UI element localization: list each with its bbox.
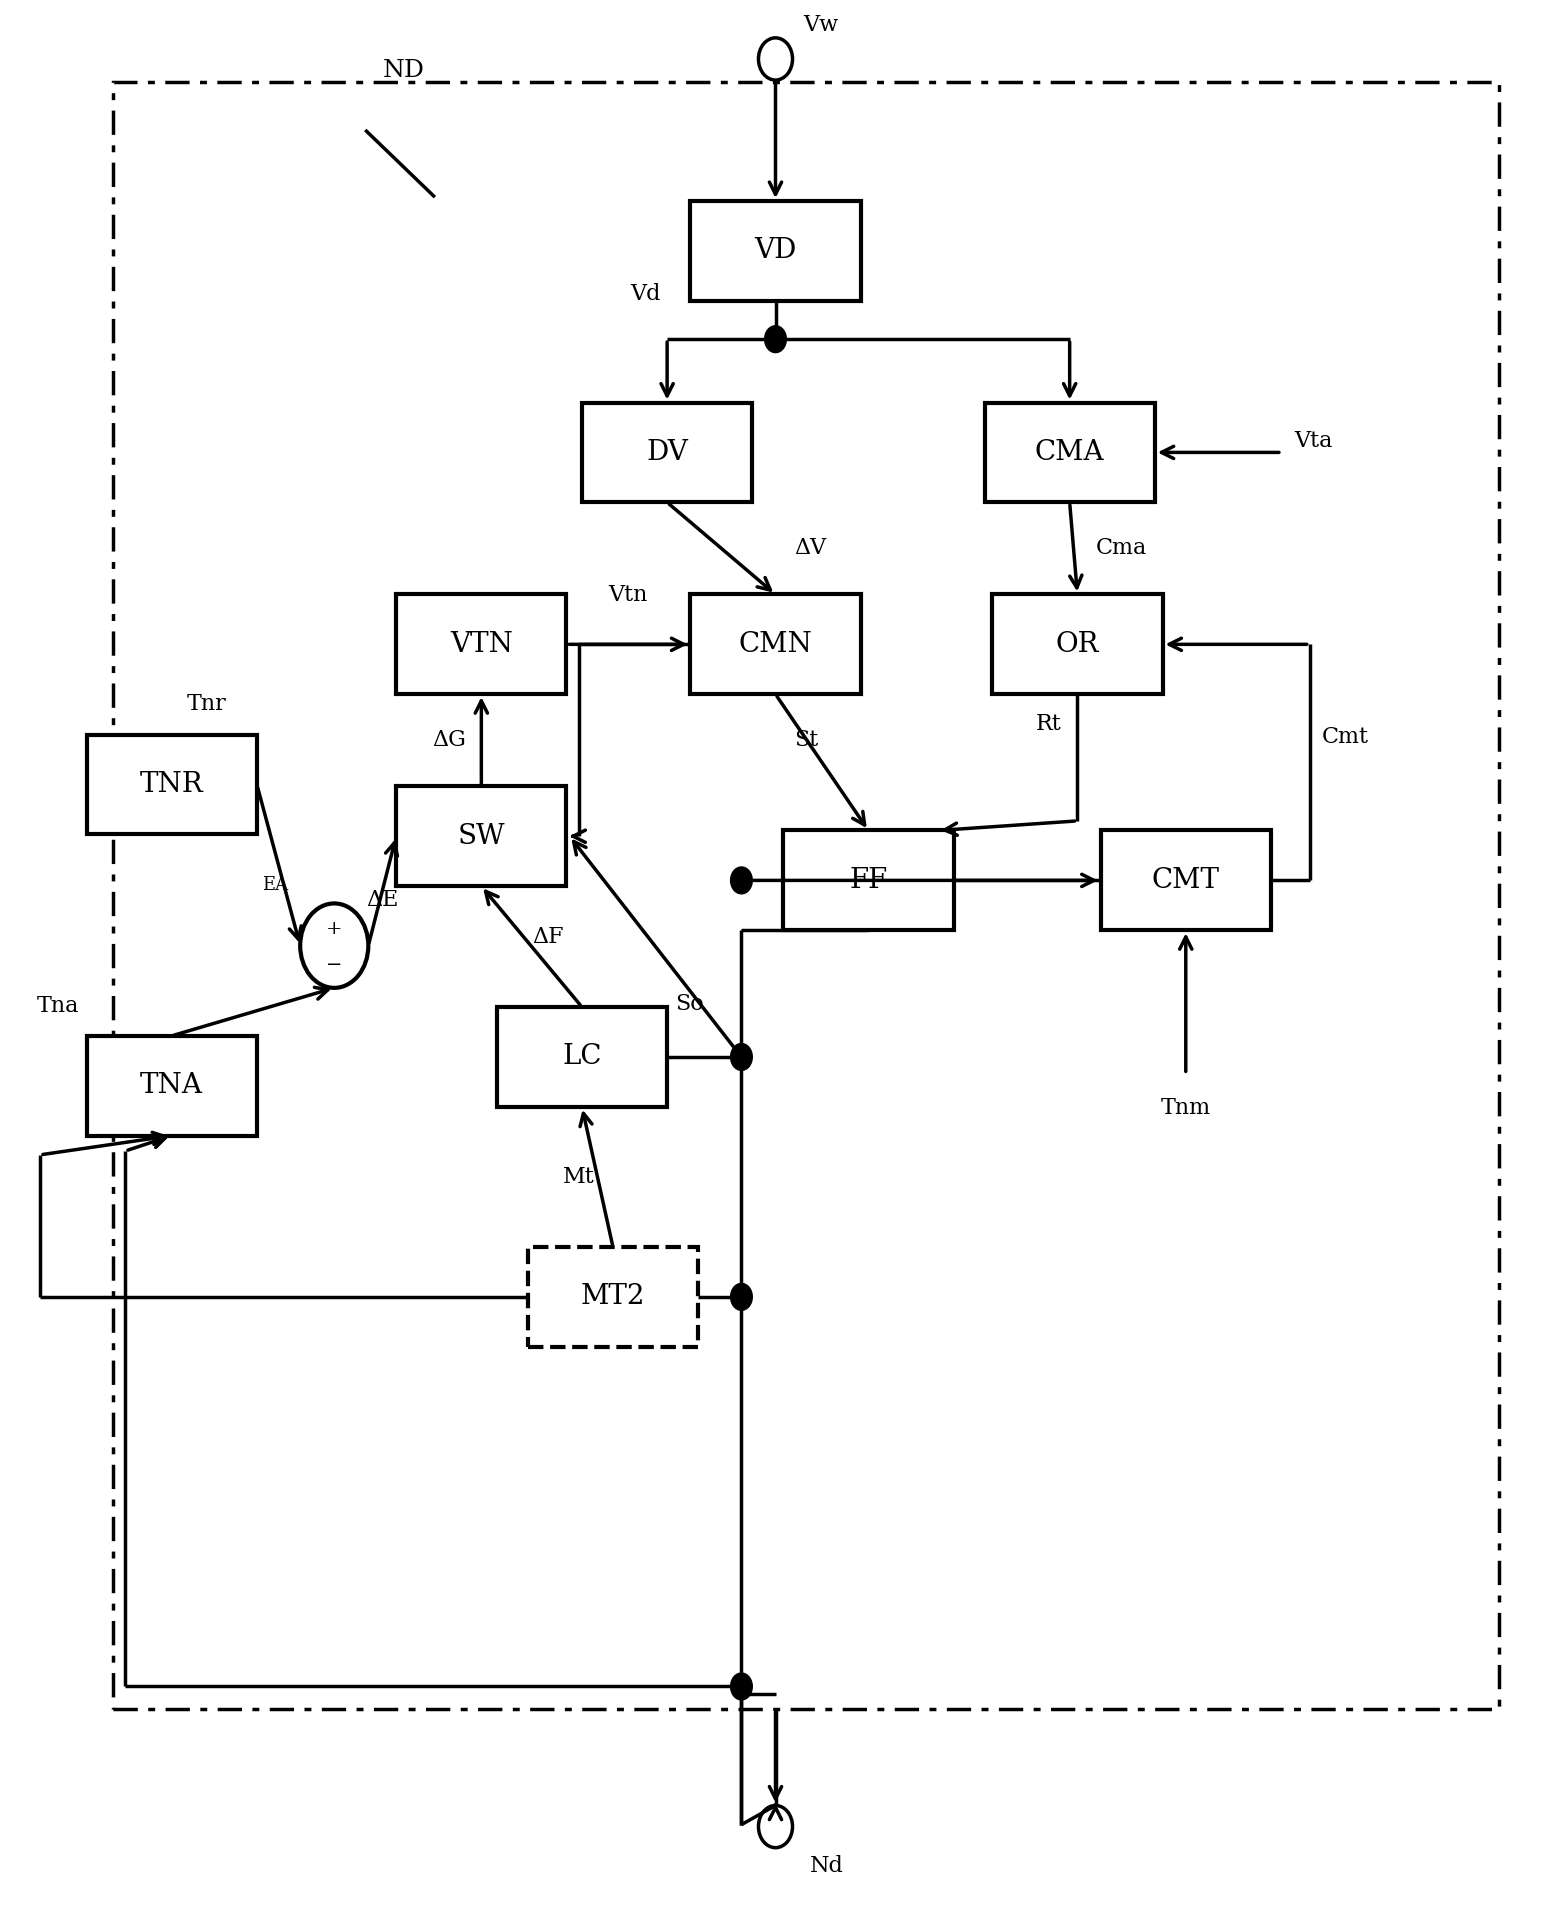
Text: DV: DV xyxy=(647,438,689,465)
Text: VD: VD xyxy=(754,238,797,265)
Text: Vtn: Vtn xyxy=(608,584,648,605)
Bar xyxy=(690,202,861,300)
Text: CMT: CMT xyxy=(1152,867,1219,894)
Text: TNR: TNR xyxy=(140,771,203,798)
Bar xyxy=(993,594,1163,694)
Text: ΔE: ΔE xyxy=(366,890,399,911)
Text: +: + xyxy=(326,921,343,938)
Text: Rt: Rt xyxy=(1036,713,1062,736)
Bar xyxy=(985,402,1155,502)
Text: Mt: Mt xyxy=(563,1167,594,1188)
Circle shape xyxy=(731,1672,752,1699)
Text: Tnr: Tnr xyxy=(188,694,226,715)
Text: MT2: MT2 xyxy=(580,1284,645,1311)
Text: EA: EA xyxy=(262,876,288,894)
Text: Vd: Vd xyxy=(630,283,661,304)
Bar xyxy=(582,402,752,502)
Text: SW: SW xyxy=(458,823,506,850)
Text: Cma: Cma xyxy=(1097,538,1148,559)
Text: Cmt: Cmt xyxy=(1321,727,1370,748)
Bar xyxy=(113,83,1498,1709)
Text: ΔV: ΔV xyxy=(794,538,827,559)
Text: Tna: Tna xyxy=(36,996,79,1017)
Bar xyxy=(87,1036,257,1136)
Text: CMA: CMA xyxy=(1035,438,1104,465)
Text: OR: OR xyxy=(1056,630,1100,657)
Text: St: St xyxy=(794,728,819,752)
Text: −: − xyxy=(326,955,343,974)
Text: So: So xyxy=(675,994,704,1015)
Text: Vw: Vw xyxy=(803,13,839,37)
Text: VTN: VTN xyxy=(450,630,513,657)
Circle shape xyxy=(765,325,786,352)
Text: LC: LC xyxy=(561,1044,602,1071)
Bar xyxy=(87,734,257,834)
Text: ΔF: ΔF xyxy=(532,926,563,948)
Bar xyxy=(496,1007,667,1107)
Circle shape xyxy=(731,1044,752,1071)
Circle shape xyxy=(731,867,752,894)
Text: Vta: Vta xyxy=(1294,431,1332,452)
Text: FF: FF xyxy=(850,867,887,894)
Text: CMN: CMN xyxy=(738,630,813,657)
Bar xyxy=(1101,830,1270,930)
Bar xyxy=(690,594,861,694)
Text: Nd: Nd xyxy=(810,1855,844,1878)
Bar xyxy=(396,786,566,886)
Text: ND: ND xyxy=(383,60,425,83)
Bar xyxy=(527,1247,698,1347)
Text: TNA: TNA xyxy=(140,1072,203,1099)
Text: Tnm: Tnm xyxy=(1160,1097,1211,1119)
Circle shape xyxy=(731,1284,752,1311)
Bar xyxy=(783,830,954,930)
Text: ΔG: ΔG xyxy=(433,728,465,752)
Bar xyxy=(396,594,566,694)
